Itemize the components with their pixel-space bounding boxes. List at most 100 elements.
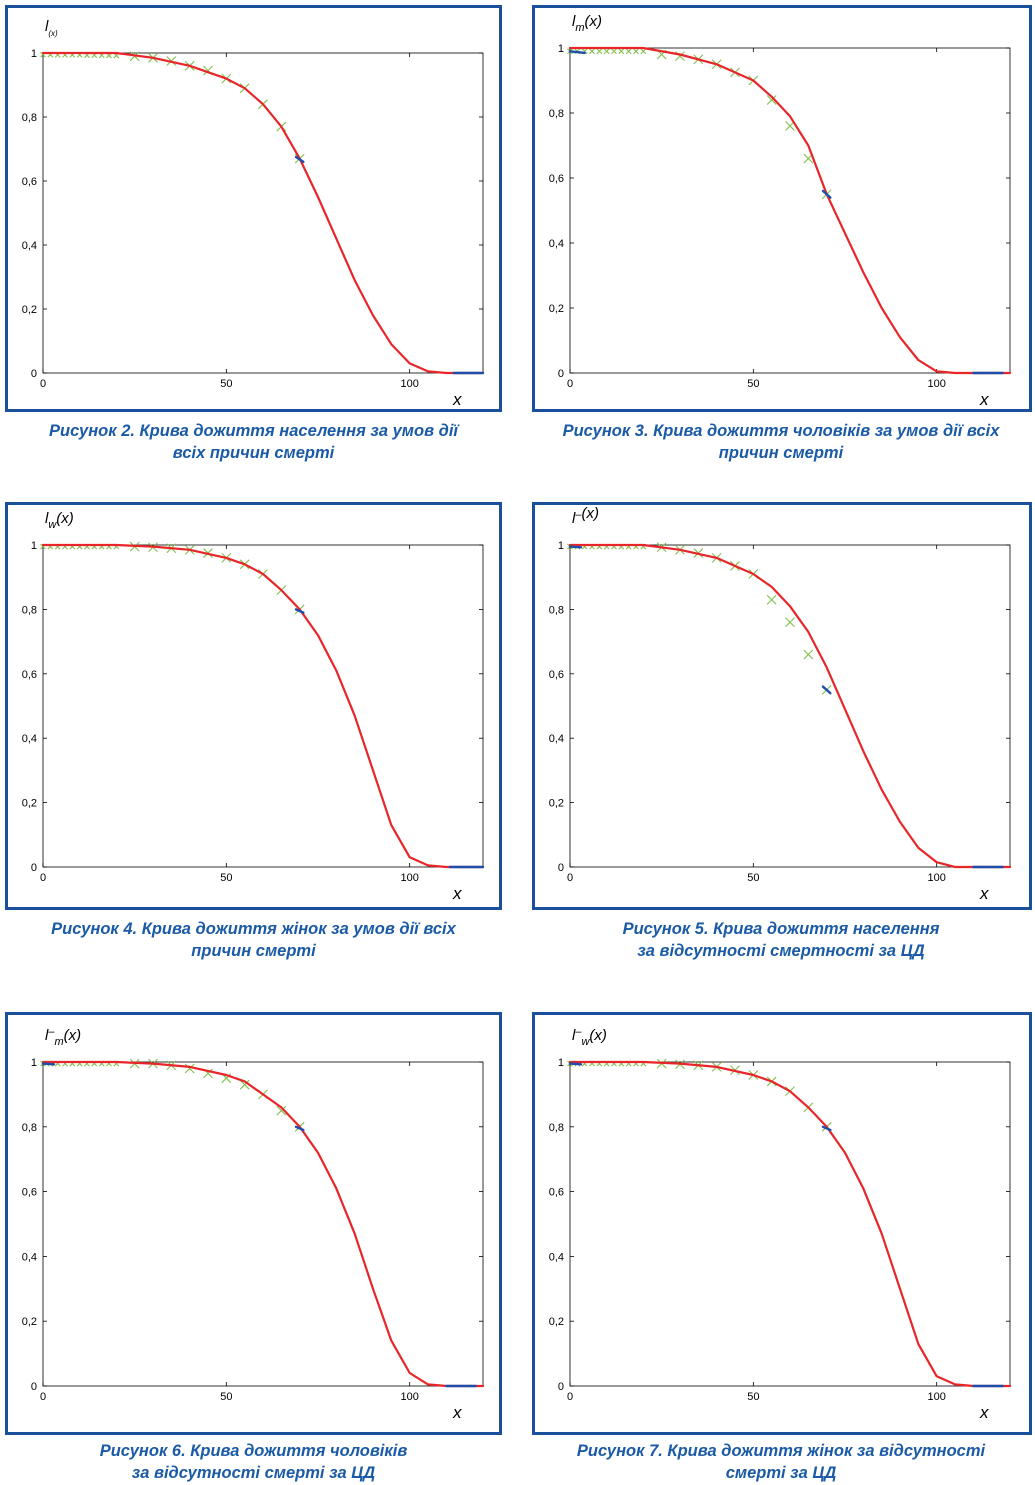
caption-line: причин смерті xyxy=(718,444,844,462)
x-axis-label: x xyxy=(452,884,462,903)
tail-segment xyxy=(568,1062,583,1066)
caption-line: Рисунок 7. Крива дожиття жінок за відсут… xyxy=(576,1442,986,1460)
chart-frame: 0 0,2 0,4 0,6 0,8 1 0 50 100 l–(x) x xyxy=(532,502,1032,910)
plot-area xyxy=(569,544,1011,868)
y-tick-label: 0,6 xyxy=(22,669,37,681)
y-tick-label: 0,4 xyxy=(549,1251,564,1263)
y-tick-label: 0 xyxy=(31,1381,37,1393)
x-tick-label: 50 xyxy=(220,872,232,884)
observed-point xyxy=(239,1079,250,1090)
x-tick-label: 0 xyxy=(567,378,573,390)
observed-point xyxy=(184,1063,195,1074)
figure-caption: Рисунок 6. Крива дожиття чоловіків за ві… xyxy=(5,1440,502,1484)
y-tick-label: 0,4 xyxy=(22,733,37,745)
fit-curve xyxy=(568,46,1012,375)
x-axis-label: x xyxy=(452,1403,462,1422)
caption-line: смерті за ЦД xyxy=(725,1464,837,1482)
plot-area xyxy=(42,52,484,374)
y-tick-label: 0,6 xyxy=(549,173,564,185)
y-tick-label: 0 xyxy=(31,368,37,380)
observed-point xyxy=(640,48,647,55)
tail-segment xyxy=(294,608,305,614)
tail-segment xyxy=(568,545,583,549)
y-tick-label: 0 xyxy=(558,368,564,380)
y-tick-label: 0,8 xyxy=(549,604,564,616)
figure-caption: Рисунок 4. Крива дожиття жінок за умов д… xyxy=(5,918,502,962)
y-tick-label: 0,8 xyxy=(22,604,37,616)
x-tick-label: 0 xyxy=(567,872,573,884)
y-tick-label: 0,2 xyxy=(22,798,37,810)
y-tick-label: 0,4 xyxy=(549,733,564,745)
tail-segment xyxy=(821,1125,832,1132)
observed-point xyxy=(603,48,610,55)
y-tick-label: 0,8 xyxy=(22,112,37,124)
chart-svg: 0 0,2 0,4 0,6 0,8 1 0 50 100 l–(x) x xyxy=(549,505,1012,903)
fit-curve xyxy=(568,543,1012,869)
chart-svg: 0 0,2 0,4 0,6 0,8 1 0 50 100 l(x) x xyxy=(22,18,485,409)
caption-line: Рисунок 4. Крива дожиття жінок за умов д… xyxy=(51,920,456,938)
x-tick-label: 0 xyxy=(40,378,46,390)
observed-point xyxy=(803,649,814,660)
chart-frame: 0 0,2 0,4 0,6 0,8 1 0 50 100 lw(x) x xyxy=(5,502,502,910)
y-tick-label: 0,6 xyxy=(549,669,564,681)
chart-svg: 0 0,2 0,4 0,6 0,8 1 0 50 100 l–w(x) x xyxy=(549,1026,1012,1422)
plot-area xyxy=(42,1061,484,1387)
figure-caption: Рисунок 5. Крива дожиття населення за ві… xyxy=(527,918,1035,962)
observed-point xyxy=(596,48,603,55)
y-tick-label: 1 xyxy=(558,1057,564,1069)
observed-point xyxy=(625,48,632,55)
chart-frame: 0 0,2 0,4 0,6 0,8 1 0 50 100 lm(x) x xyxy=(532,5,1032,412)
y-axis-label: l–w(x) xyxy=(572,1026,607,1048)
caption-line: Рисунок 3. Крива дожиття чоловіків за ум… xyxy=(562,422,1000,440)
y-tick-label: 0,4 xyxy=(549,238,564,250)
x-tick-label: 100 xyxy=(927,872,945,884)
y-tick-label: 0 xyxy=(558,862,564,874)
caption-line: Рисунок 6. Крива дожиття чоловіків xyxy=(99,1442,408,1460)
y-tick-label: 0,6 xyxy=(22,176,37,188)
x-tick-label: 50 xyxy=(747,378,759,390)
x-axis-label: x xyxy=(979,1403,989,1422)
caption-line: за відсутності смерті за ЦД xyxy=(131,1464,376,1482)
y-tick-label: 1 xyxy=(31,540,37,552)
y-axis-label: lw(x) xyxy=(45,510,74,531)
tail-segment xyxy=(821,189,832,199)
fit-curve xyxy=(41,1060,485,1388)
y-tick-label: 0,2 xyxy=(549,798,564,810)
tail-segment xyxy=(294,155,305,164)
x-tick-label: 100 xyxy=(400,378,418,390)
y-tick-label: 0,6 xyxy=(549,1187,564,1199)
y-tick-label: 0 xyxy=(558,1381,564,1393)
observed-point xyxy=(276,1105,287,1116)
x-tick-label: 0 xyxy=(40,1391,46,1403)
observed-point xyxy=(618,48,625,55)
y-tick-label: 0,2 xyxy=(549,1316,564,1328)
figure-caption: Рисунок 7. Крива дожиття жінок за відсут… xyxy=(527,1440,1035,1484)
figure-caption: Рисунок 2. Крива дожиття населення за ум… xyxy=(5,420,502,464)
observed-point xyxy=(766,594,777,605)
y-axis-label: lm(x) xyxy=(572,13,602,34)
y-axis-label: l(x) xyxy=(45,18,58,38)
x-tick-label: 100 xyxy=(400,872,418,884)
x-tick-label: 100 xyxy=(927,378,945,390)
chart-svg: 0 0,2 0,4 0,6 0,8 1 0 50 100 lw(x) x xyxy=(22,510,485,903)
y-tick-label: 0,6 xyxy=(22,1187,37,1199)
chart-frame: 0 0,2 0,4 0,6 0,8 1 0 50 100 l–w(x) x xyxy=(532,1012,1032,1435)
x-axis-label: x xyxy=(452,390,462,409)
y-tick-label: 0,8 xyxy=(22,1122,37,1134)
observed-point xyxy=(633,48,639,55)
y-tick-label: 0,4 xyxy=(22,1251,37,1263)
x-tick-label: 50 xyxy=(747,872,759,884)
fit-curve xyxy=(41,51,485,375)
y-tick-label: 0,2 xyxy=(22,304,37,316)
chart-frame: 0 0,2 0,4 0,6 0,8 1 0 50 100 l(x) x xyxy=(5,5,502,412)
x-axis-label: x xyxy=(979,390,989,409)
y-tick-label: 1 xyxy=(31,1057,37,1069)
observed-point xyxy=(589,48,595,55)
tail-segment xyxy=(41,1062,56,1066)
tail-segment xyxy=(821,685,832,695)
y-tick-label: 0,4 xyxy=(22,240,37,252)
x-tick-label: 0 xyxy=(567,1391,573,1403)
x-tick-label: 50 xyxy=(747,1391,759,1403)
fit-curve xyxy=(41,543,485,869)
caption-line: всіх причин смерті xyxy=(172,444,335,462)
